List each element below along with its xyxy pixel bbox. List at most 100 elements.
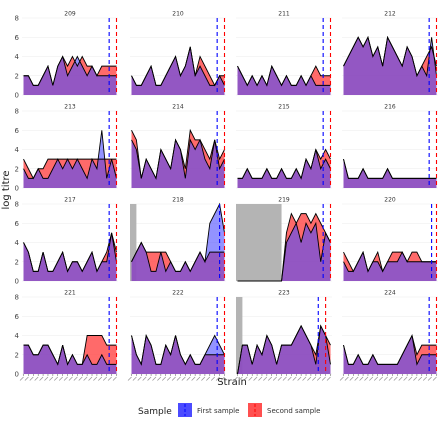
line-first-sample <box>237 324 331 375</box>
y-tick-label: 2 <box>15 351 19 359</box>
line-first-sample <box>237 221 331 282</box>
panel-214: 214 <box>130 101 226 189</box>
panel-219: 219 <box>236 194 332 282</box>
line-first-sample <box>237 64 331 87</box>
x-tick-label-stub <box>161 376 167 381</box>
y-tick-label: 4 <box>15 332 20 340</box>
x-tick-label-stub <box>83 376 88 381</box>
x-tick-label-stub <box>359 376 364 381</box>
x-tick-label-stub <box>373 376 379 381</box>
x-tick-label-stub <box>349 376 354 381</box>
x-tick-label-stub <box>339 376 344 381</box>
x-tick-label-stub <box>369 376 374 381</box>
panel-strip <box>130 8 226 18</box>
y-tick-label: 6 <box>15 313 20 321</box>
x-tick-label-stub <box>39 376 44 381</box>
x-tick-label-stub <box>233 376 238 381</box>
line-first-sample <box>343 35 437 78</box>
x-tick-label-stub <box>422 376 427 381</box>
x-tick-label-stub <box>152 376 157 381</box>
x-tick-label-stub <box>413 376 418 381</box>
x-tick-label-stub <box>127 376 132 381</box>
panel-strip <box>22 8 118 18</box>
x-tick-label-stub <box>24 376 29 381</box>
legend-title: Sample <box>138 407 172 417</box>
x-tick-label-stub <box>277 376 282 381</box>
x-tick-label-stub <box>68 376 73 381</box>
panel-title: 219 <box>278 197 290 204</box>
x-tick-label-stub <box>142 376 147 381</box>
x-tick-label-stub <box>427 376 432 381</box>
panel-title: 213 <box>64 104 76 111</box>
panel-title: 212 <box>384 11 396 18</box>
y-tick-label: 4 <box>15 146 20 154</box>
x-tick-label-stub <box>73 376 78 381</box>
x-tick-label-stub <box>344 376 349 381</box>
area-first-sample <box>237 325 331 374</box>
panel-strip <box>342 101 438 111</box>
shaded-region <box>236 204 282 281</box>
y-tick-label: 4 <box>15 53 20 61</box>
panel-title: 211 <box>278 11 290 18</box>
y-tick-label: 2 <box>15 72 19 80</box>
panel-211: 211 <box>236 8 332 96</box>
line-first-sample <box>343 250 437 273</box>
x-tick-label-stub <box>107 376 112 381</box>
x-tick-label-stub <box>432 376 437 381</box>
x-tick-label-stub <box>248 376 253 381</box>
x-tick-label-stub <box>49 376 54 381</box>
x-tick-label-stub <box>215 376 220 381</box>
y-tick-label: 0 <box>15 92 19 100</box>
x-tick-label-stub <box>53 376 59 381</box>
x-tick-label-stub <box>88 376 93 381</box>
panel-strip <box>236 287 332 297</box>
panel-213: 213 0 2 4 6 8 <box>15 101 118 193</box>
y-tick-label: 0 <box>15 185 19 193</box>
x-tick-label-stub <box>176 376 181 381</box>
x-tick-label-stub <box>243 376 248 381</box>
panel-strip <box>342 194 438 204</box>
x-tick-label-stub <box>201 376 206 381</box>
x-tick-label-stub <box>282 376 287 381</box>
x-tick-label-stub <box>29 376 34 381</box>
y-tick-label: 6 <box>15 220 20 228</box>
panel-221: 221 0 2 4 6 8 <box>15 287 118 381</box>
x-tick-label-stub <box>157 376 162 381</box>
x-tick-label-stub <box>78 376 83 381</box>
x-tick-label-stub <box>132 376 137 381</box>
x-tick-label-stub <box>220 376 225 381</box>
panel-224: 224 <box>339 287 438 381</box>
x-tick-label-stub <box>93 376 98 381</box>
shaded-region <box>236 297 243 374</box>
x-tick-label-stub <box>418 376 423 381</box>
panel-title: 217 <box>64 197 76 204</box>
y-axis-label: log titre <box>1 170 12 209</box>
panel-216: 216 <box>342 101 438 189</box>
x-tick-label-stub <box>210 376 215 381</box>
panel-title: 222 <box>172 290 184 297</box>
line-first-sample <box>23 130 117 180</box>
line-first-sample <box>23 55 117 86</box>
panel-title: 224 <box>384 290 396 297</box>
x-tick-label-stub <box>147 376 152 381</box>
x-tick-label-stub <box>297 376 302 381</box>
line-first-sample <box>131 334 225 366</box>
legend: Sample First sample Second sample <box>138 403 320 417</box>
x-tick-label-stub <box>166 376 171 381</box>
panel-title: 223 <box>278 290 290 297</box>
x-tick-label-stub <box>112 376 117 381</box>
panel-212: 212 <box>342 8 438 96</box>
x-tick-label-stub <box>44 376 49 381</box>
panel-strip <box>22 194 118 204</box>
panel-title: 210 <box>172 11 184 18</box>
x-tick-label-stub <box>307 376 312 381</box>
area-first-sample <box>131 204 225 281</box>
y-tick-label: 8 <box>15 108 19 116</box>
y-tick-label: 0 <box>15 278 19 286</box>
x-tick-label-stub <box>258 376 263 381</box>
x-tick-label-stub <box>316 376 321 381</box>
y-tick-label: 8 <box>15 294 19 302</box>
line-first-sample <box>343 334 437 366</box>
panel-title: 218 <box>172 197 184 204</box>
